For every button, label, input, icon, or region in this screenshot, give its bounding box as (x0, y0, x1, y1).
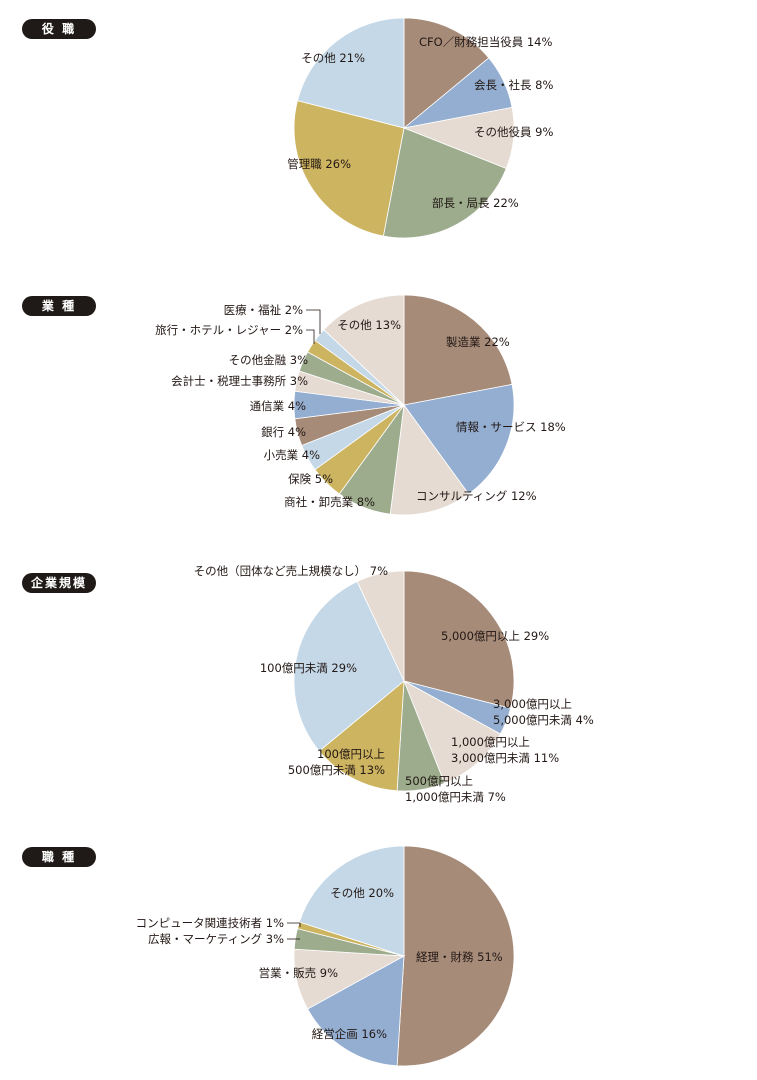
slice-label: 通信業 4% (250, 399, 306, 413)
slice-label: 旅行・ホテル・レジャー 2% (155, 323, 303, 337)
section-badge-position: 役 職 (22, 19, 96, 39)
slice-label: 100億円未満 29% (260, 661, 357, 675)
pie-section-industry: 業 種 製造業 22% 情報・サービス 18% コンサルティング 12% 商社・卸売業… (22, 294, 566, 516)
slice-label: その他 21% (301, 51, 365, 65)
slice-label: その他 13% (337, 318, 401, 332)
slice-label: 3,000億円以上 5,000億円未満 4% (493, 697, 594, 727)
pie-slice (293, 580, 405, 752)
pie-slices (293, 845, 515, 1067)
pie-section-company-size: 企業規模 5,000億円以上 29% 3,000億円以上 5,000億円未満 4% 1… (22, 564, 594, 804)
slice-label: 会計士・税理士事務所 3% (171, 374, 308, 388)
slice-label: その他金融 3% (229, 353, 308, 367)
pie-chart-position: CFO／財務担当役員 14% 会長・社長 8% その他役員 9% 部長・局長 22% 管… (287, 17, 553, 239)
pie-slice (403, 17, 490, 129)
pie-slices (293, 294, 515, 516)
slice-label: 情報・サービス 18% (456, 420, 566, 434)
section-badge-company-size: 企業規模 (22, 573, 96, 593)
slice-label: 5,000億円以上 29% (441, 629, 549, 643)
pie-slice (396, 845, 515, 1067)
pie-slice (382, 127, 507, 239)
slice-label: 小売業 4% (264, 448, 320, 462)
pie-slice (403, 383, 515, 495)
slice-label: コンサルティング 12% (416, 489, 537, 503)
slice-label: 営業・販売 9% (259, 966, 338, 980)
section-badge-job-type: 職 種 (22, 847, 96, 867)
pie-slice (298, 845, 405, 957)
slice-label: その他（団体など売上規模なし） 7% (194, 564, 388, 578)
pie-slice (403, 680, 501, 784)
pie-slices (293, 570, 515, 792)
pie-slice (323, 294, 405, 406)
leader-line (287, 922, 301, 927)
pie-slice (296, 17, 405, 129)
pie-slice (356, 570, 405, 682)
slice-label: 500億円以上 1,000億円未満 7% (405, 774, 506, 804)
slice-label: 製造業 22% (446, 335, 510, 349)
pie-slice (403, 294, 513, 406)
slice-label: 商社・卸売業 8% (284, 495, 375, 509)
slice-label: 銀行 4% (261, 425, 306, 439)
slice-label: 100億円以上 500億円未満 13% (288, 747, 385, 777)
pie-slice (389, 403, 470, 516)
pie-slice (293, 100, 405, 237)
slice-label: 会長・社長 8% (474, 78, 553, 92)
pie-slice (307, 955, 405, 1067)
slice-label: 保険 5% (288, 472, 333, 486)
pie-section-position: 役 職 CFO／財務担当役員 14% 会長・社長 8% その他役員 9% 部長・局長 … (0, 0, 757, 270)
slice-label: CFO／財務担当役員 14% (419, 35, 552, 49)
slice-label: 経営企画 16% (312, 1027, 387, 1041)
slice-label: 経理・財務 51% (416, 950, 503, 964)
slice-label: 1,000億円以上 3,000億円未満 11% (451, 735, 559, 765)
slice-label: その他 20% (330, 886, 394, 900)
slice-label: 広報・マーケティング 3% (148, 932, 284, 946)
section-badge-industry: 業 種 (22, 296, 96, 316)
pie-chart-industry: 製造業 22% 情報・サービス 18% コンサルティング 12% 商社・卸売業 8% 保… (155, 294, 566, 516)
leader-line (306, 309, 321, 334)
pie-slices (293, 17, 515, 239)
pie-slice (403, 570, 515, 709)
slice-label: コンピュータ関連技術者 1% (136, 916, 284, 930)
slice-label: 部長・局長 22% (432, 196, 519, 210)
slice-label: その他役員 9% (474, 125, 553, 139)
leader-line (306, 329, 315, 344)
pie-chart-company-size: 5,000億円以上 29% 3,000億円以上 5,000億円未満 4% 1,000億… (194, 564, 594, 804)
pie-slice (318, 680, 405, 792)
slice-label: 管理職 26% (287, 157, 351, 171)
slice-label: 医療・福祉 2% (224, 303, 303, 317)
